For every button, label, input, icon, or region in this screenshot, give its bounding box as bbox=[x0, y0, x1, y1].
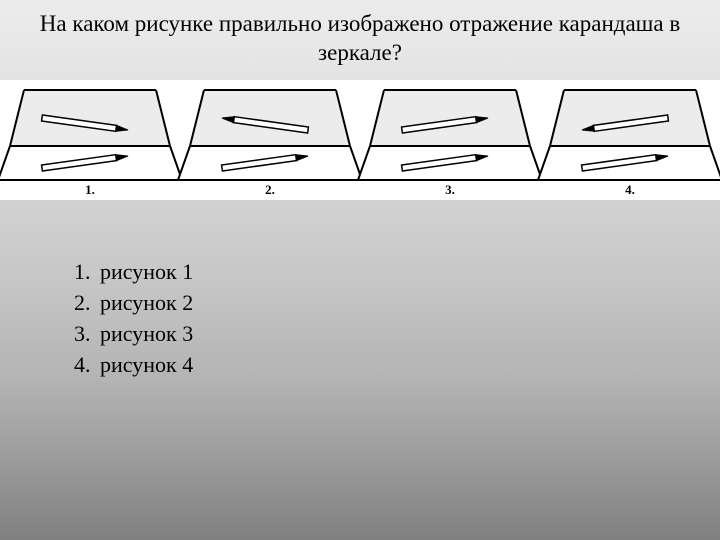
answer-option: рисунок 4 bbox=[96, 349, 720, 380]
svg-text:3.: 3. bbox=[445, 182, 455, 197]
figure-strip: 1. 2. 3. 4. bbox=[0, 80, 720, 200]
figure-svg: 1. 2. 3. 4. bbox=[0, 80, 720, 200]
question-text: На каком рисунке правильно изображено от… bbox=[0, 0, 720, 74]
svg-text:2.: 2. bbox=[265, 182, 275, 197]
svg-text:1.: 1. bbox=[85, 182, 95, 197]
answer-option: рисунок 3 bbox=[96, 318, 720, 349]
answer-list: рисунок 1 рисунок 2 рисунок 3 рисунок 4 bbox=[96, 256, 720, 381]
svg-text:4.: 4. bbox=[625, 182, 635, 197]
answer-option: рисунок 2 bbox=[96, 287, 720, 318]
answer-option: рисунок 1 bbox=[96, 256, 720, 287]
